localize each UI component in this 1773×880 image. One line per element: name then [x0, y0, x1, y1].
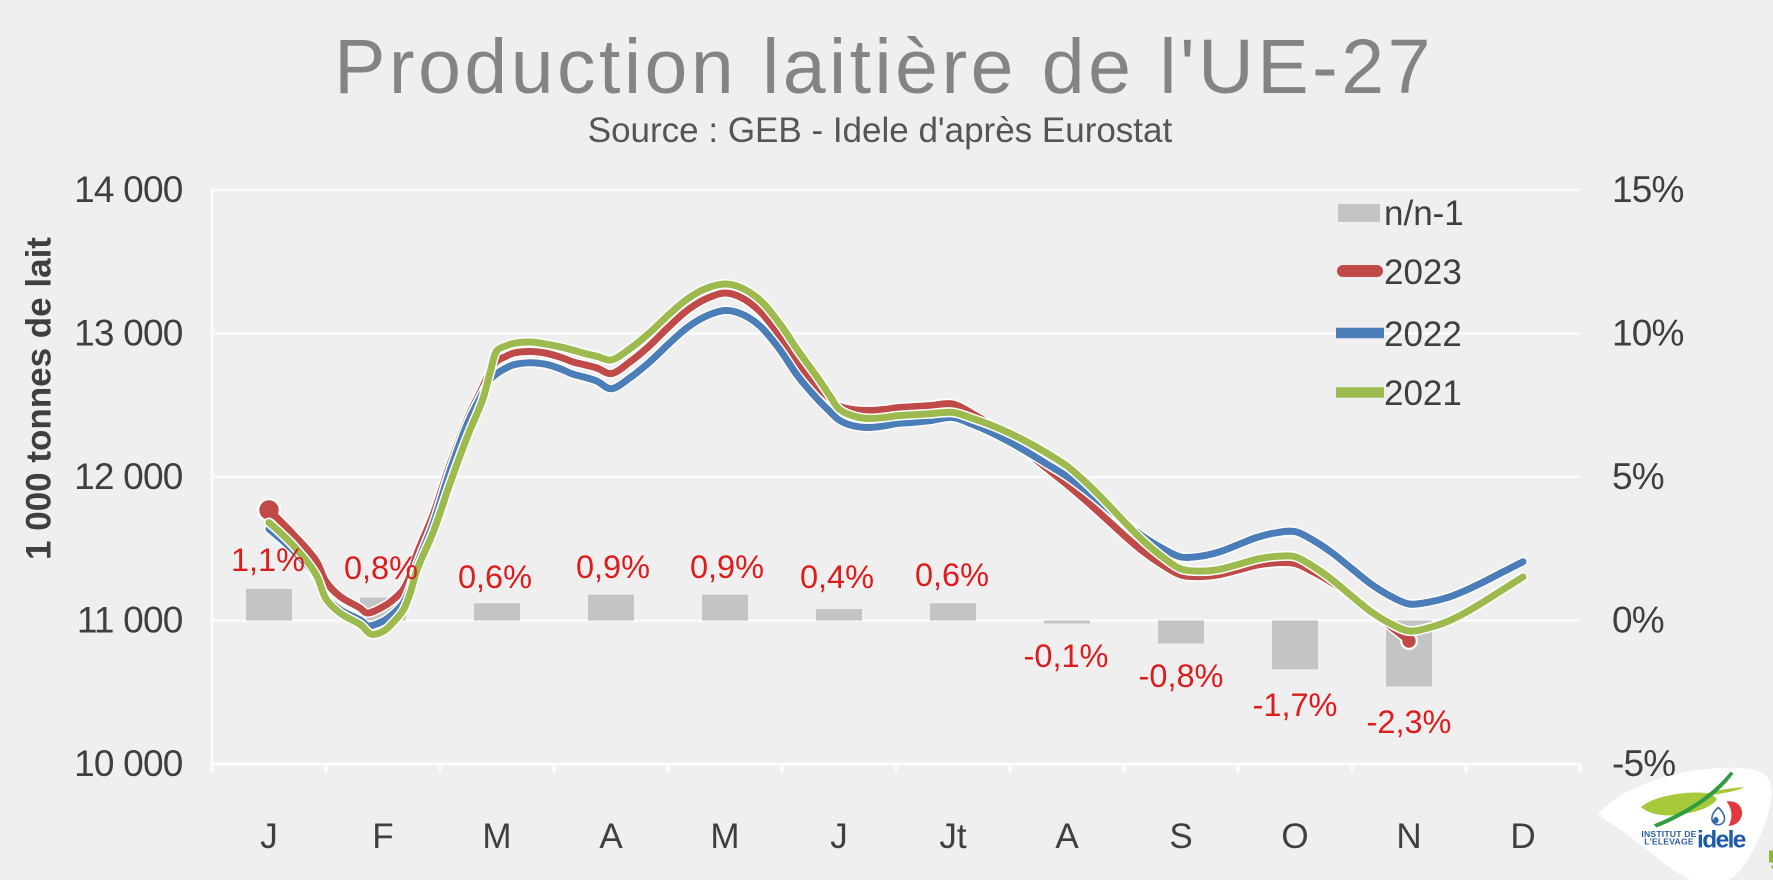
svg-text:12 000: 12 000: [74, 456, 183, 497]
svg-text:2021: 2021: [1384, 374, 1462, 413]
svg-text:F: F: [372, 817, 393, 856]
svg-text:0,6%: 0,6%: [915, 557, 989, 593]
svg-text:1 000 tonnes de lait: 1 000 tonnes de lait: [20, 237, 59, 560]
svg-text:M: M: [710, 817, 739, 856]
svg-text:L'ELEVAGE: L'ELEVAGE: [1644, 837, 1694, 847]
svg-text:5%: 5%: [1612, 456, 1664, 497]
svg-text:10%: 10%: [1612, 313, 1684, 354]
svg-text:14 000: 14 000: [74, 169, 183, 210]
svg-text:J: J: [260, 817, 278, 856]
svg-text:0,9%: 0,9%: [690, 549, 764, 585]
svg-text:-1,7%: -1,7%: [1253, 687, 1338, 723]
svg-text:Production laitière de l'UE-27: Production laitière de l'UE-27: [334, 24, 1434, 110]
svg-text:2023: 2023: [1384, 253, 1462, 292]
svg-text:0,4%: 0,4%: [800, 559, 874, 595]
svg-text:-0,1%: -0,1%: [1024, 638, 1109, 674]
svg-text:13 000: 13 000: [74, 313, 183, 354]
svg-text:N: N: [1396, 817, 1421, 856]
svg-text:0,8%: 0,8%: [344, 550, 418, 586]
svg-text:INSTITUT DE: INSTITUT DE: [1641, 829, 1696, 839]
svg-text:Jt: Jt: [939, 817, 967, 856]
svg-text:10 000: 10 000: [74, 743, 183, 784]
svg-text:S: S: [1169, 817, 1192, 856]
svg-text:J: J: [830, 817, 848, 856]
svg-text:15%: 15%: [1612, 169, 1684, 210]
svg-text:-2,3%: -2,3%: [1367, 704, 1452, 740]
svg-text:Source : GEB - Idele d'après E: Source : GEB - Idele d'après Eurostat: [588, 111, 1173, 150]
svg-text:n/n-1: n/n-1: [1384, 194, 1464, 233]
svg-text:1,1%: 1,1%: [231, 542, 305, 578]
svg-text:M: M: [482, 817, 511, 856]
svg-text:0%: 0%: [1612, 600, 1664, 641]
svg-text:idele: idele: [1697, 827, 1746, 854]
svg-text:D: D: [1510, 817, 1535, 856]
svg-text:A: A: [1055, 817, 1079, 856]
svg-text:O: O: [1281, 817, 1308, 856]
svg-text:0,9%: 0,9%: [576, 549, 650, 585]
svg-text:0,6%: 0,6%: [458, 559, 532, 595]
svg-text:11 000: 11 000: [77, 600, 183, 641]
svg-text:-0,8%: -0,8%: [1139, 658, 1224, 694]
svg-text:2022: 2022: [1384, 315, 1462, 354]
svg-text:A: A: [599, 817, 623, 856]
